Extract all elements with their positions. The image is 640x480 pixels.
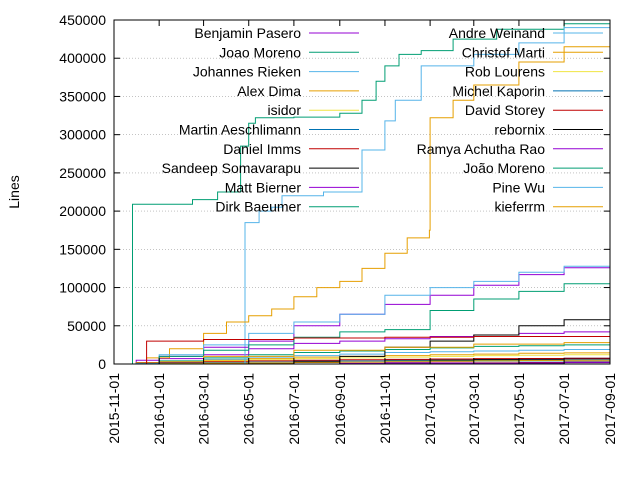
y-tick-label: 250000	[59, 165, 106, 181]
series-line	[120, 335, 611, 365]
legend-label: Christof Marti	[462, 44, 545, 60]
series-line	[120, 23, 611, 365]
x-tick-label: 2015-11-01	[106, 373, 122, 444]
legend-label: Rob Lourens	[465, 64, 545, 80]
legend-label: Matt Bierner	[225, 179, 302, 195]
legend-label: Ramya Achutha Rao	[417, 141, 546, 157]
y-axis-label: Lines	[6, 175, 22, 208]
series-line	[120, 27, 611, 365]
legend-label: Johannes Rieken	[193, 64, 301, 80]
legend-label: David Storey	[465, 102, 545, 118]
legend-label: Alex Dima	[237, 83, 301, 99]
series-line	[120, 263, 611, 365]
y-axis: 0 50000 100000 150000 200000 250000 300000 3500…	[59, 12, 610, 372]
plot-frame	[113, 19, 611, 365]
y-tick-label: 350000	[59, 88, 106, 104]
legend-label: Michel Kaporin	[452, 83, 545, 99]
x-tick-label: 2016-05-01	[241, 373, 257, 445]
x-tick-label: 2017-09-01	[602, 373, 618, 445]
legend-label: Pine Wu	[492, 179, 545, 195]
legend-label: Andre Weinand	[449, 25, 545, 41]
legend-label: Joao Moreno	[219, 44, 301, 60]
x-tick-label: 2017-05-01	[511, 373, 527, 445]
legend-label: Martin Aeschlimann	[179, 122, 301, 138]
x-tick-label: 2017-07-01	[556, 373, 572, 445]
legend-label: kieferrm	[494, 199, 545, 215]
legend-label: rebornix	[494, 122, 545, 138]
y-tick-label: 450000	[59, 12, 106, 28]
y-tick-label: 50000	[67, 318, 106, 334]
legend-label: João Moreno	[463, 160, 545, 176]
y-tick-label: 400000	[59, 50, 106, 66]
y-tick-label: 200000	[59, 203, 106, 219]
x-tick-label: 2016-11-01	[377, 373, 393, 444]
x-tick-label: 2017-03-01	[466, 373, 482, 445]
legend-label: Benjamin Pasero	[194, 25, 301, 41]
series-line	[120, 20, 611, 365]
y-tick-label: 150000	[59, 241, 106, 257]
legend-label: Dirk Baeumer	[215, 199, 301, 215]
x-tick-label: 2016-07-01	[286, 373, 302, 445]
legend-label: Sandeep Somavarapu	[162, 160, 301, 176]
y-tick-label: 300000	[59, 127, 106, 143]
legend-label: Daniel Imms	[223, 141, 301, 157]
x-tick-label: 2016-03-01	[196, 373, 212, 445]
y-tick-label: 100000	[59, 280, 106, 296]
legend-label: isidor	[268, 102, 302, 118]
x-tick-label: 2016-01-01	[151, 373, 167, 445]
series-line	[120, 341, 611, 365]
y-tick-label: 0	[98, 356, 106, 372]
series-line	[120, 276, 611, 365]
x-tick-label: 2017-01-01	[422, 373, 438, 445]
legend: Benjamin Pasero Joao Moreno Johannes Rieke…	[162, 25, 603, 215]
x-axis: 2015-11-01 2016-01-01 2016-03-01 2016-05-01…	[106, 20, 618, 445]
x-tick-label: 2016-09-01	[332, 373, 348, 445]
